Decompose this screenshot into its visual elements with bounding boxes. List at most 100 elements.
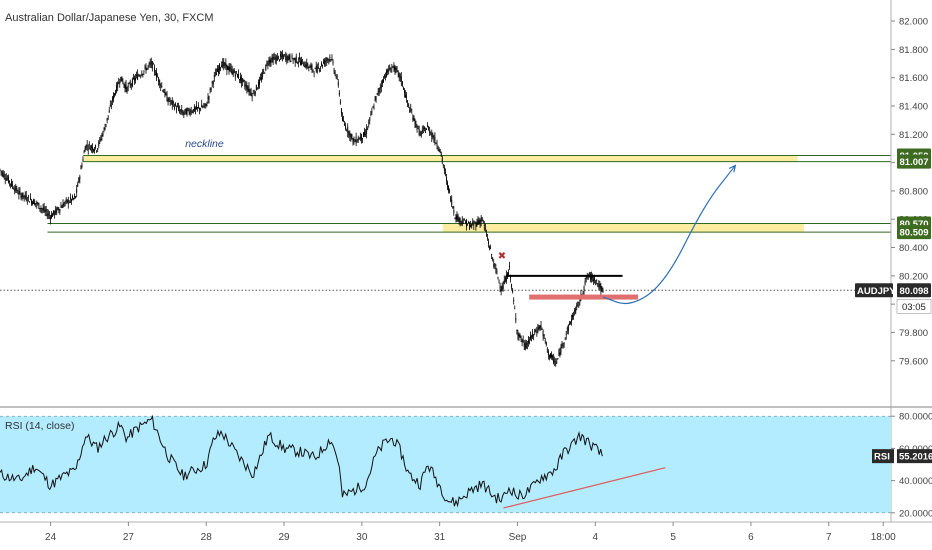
- candle-body: [188, 110, 190, 113]
- candle-body: [343, 120, 344, 122]
- candle-body: [503, 280, 505, 285]
- candle-body: [16, 188, 18, 191]
- candle-body: [544, 340, 546, 341]
- candle-body: [511, 284, 513, 288]
- candle-body: [527, 339, 529, 344]
- candle-body: [72, 196, 73, 199]
- candle-body: [313, 73, 315, 75]
- candle-body: [406, 95, 408, 98]
- candle-body: [77, 183, 79, 187]
- candle-body: [586, 276, 588, 278]
- time-axis[interactable]: 24 27 28 29 30 31 Sep 4 5 6 7 18:00: [0, 521, 932, 543]
- candle-body: [35, 203, 37, 204]
- candle-body: [411, 112, 413, 114]
- candle-body: [80, 167, 82, 170]
- candle-body: [251, 93, 253, 98]
- candle-body: [410, 107, 412, 111]
- candle-body: [534, 329, 536, 333]
- candle-body: [116, 85, 118, 93]
- candle-body: [27, 196, 29, 198]
- candle-body: [267, 64, 269, 66]
- price-tick-label: 81.600: [899, 73, 928, 84]
- candle-body: [489, 247, 490, 249]
- candle-body: [305, 64, 307, 68]
- candle-body: [296, 62, 298, 64]
- candle-body: [393, 64, 395, 70]
- candle-body: [317, 66, 319, 68]
- candle-body: [368, 122, 370, 124]
- candle-body: [314, 68, 316, 69]
- candle-body: [247, 89, 249, 91]
- candle-body: [213, 74, 215, 78]
- candle-body: [446, 177, 447, 181]
- candle-body: [535, 331, 537, 333]
- candle-body: [321, 63, 322, 66]
- candle-body: [353, 138, 355, 141]
- candle-body: [290, 60, 292, 62]
- candle-body: [187, 108, 189, 110]
- candle-body: [9, 181, 10, 183]
- candle-body: [23, 195, 25, 197]
- candle-body: [518, 334, 520, 338]
- candle-body: [555, 362, 557, 365]
- candle-body: [349, 133, 351, 137]
- candle-body: [209, 89, 211, 91]
- candle-body: [399, 75, 401, 78]
- rsi-tick-label: 40.0000: [899, 476, 932, 487]
- candle-body: [567, 324, 569, 331]
- candle-body: [182, 112, 184, 115]
- candle-body: [529, 341, 530, 343]
- candle-body: [217, 68, 218, 72]
- candle-body: [338, 92, 340, 95]
- time-tick-label: 18:00: [871, 532, 896, 543]
- candle-body: [17, 193, 19, 195]
- candle-body: [407, 100, 409, 103]
- candle-body: [429, 129, 431, 133]
- candle-body: [295, 56, 297, 63]
- candle-body: [348, 131, 350, 136]
- candle-body: [81, 164, 83, 167]
- candle-body: [461, 219, 463, 225]
- price-level-labels: 81.05081.00780.57080.50980.098AUDJPY03:0…: [855, 148, 932, 314]
- candle-body: [119, 82, 121, 84]
- candle-body: [333, 69, 335, 72]
- candle-body: [63, 203, 65, 206]
- candle-body: [284, 54, 286, 56]
- candle-body: [31, 200, 32, 204]
- candle-body: [130, 84, 132, 86]
- candle-body: [315, 66, 317, 71]
- candle-body: [458, 219, 460, 223]
- candle-body: [339, 101, 341, 104]
- candle-body: [242, 78, 244, 82]
- candle-body: [151, 61, 153, 69]
- candle-body: [382, 79, 384, 83]
- candle-body: [167, 100, 169, 103]
- candle-body: [51, 214, 52, 219]
- candle-body: [205, 103, 207, 106]
- candle-body: [222, 61, 224, 68]
- time-axis-ticks: 24 27 28 29 30 31 Sep 4 5 6 7 18:00: [45, 522, 896, 543]
- candle-body: [281, 56, 282, 57]
- candle-body: [138, 75, 140, 77]
- price-axis[interactable]: 82.00081.80081.60081.40081.20081.00080.8…: [855, 0, 932, 522]
- candle-body: [308, 66, 310, 69]
- price-pane[interactable]: neckline ✖ Australian Dollar/Japanese Yen…: [0, 0, 891, 405]
- candle-body: [74, 196, 76, 197]
- candle-body: [558, 352, 560, 355]
- candle-body: [419, 132, 421, 134]
- candle-body: [176, 108, 177, 110]
- candle-body: [67, 199, 69, 204]
- candle-body: [572, 315, 573, 318]
- candle-body: [110, 105, 112, 106]
- time-tick-label: 7: [826, 532, 832, 543]
- candle-body: [309, 65, 311, 68]
- candle-body: [598, 284, 600, 287]
- rsi-pane[interactable]: RSI (14, close) 80.000060.000040.000020.…: [0, 412, 932, 520]
- candle-body: [54, 211, 56, 215]
- candle-body: [146, 67, 148, 70]
- price-tick-label: 81.800: [899, 45, 928, 56]
- candle-body: [420, 132, 422, 136]
- price-label-80509-bg: [897, 225, 931, 240]
